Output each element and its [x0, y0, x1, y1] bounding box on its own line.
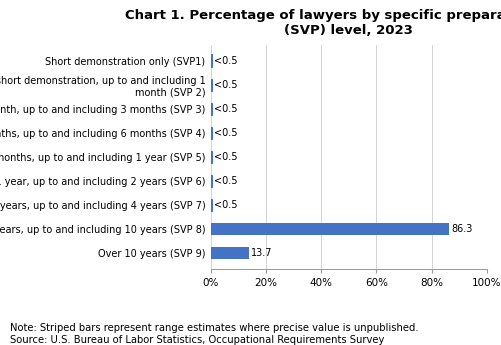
Title: Chart 1. Percentage of lawyers by specific preparation time
(SVP) level, 2023: Chart 1. Percentage of lawyers by specif… [124, 9, 501, 37]
Text: 86.3: 86.3 [450, 224, 472, 234]
Text: Note: Striped bars represent range estimates where precise value is unpublished.: Note: Striped bars represent range estim… [10, 323, 418, 345]
Bar [210, 151, 211, 163]
Bar [210, 247, 248, 259]
Text: <0.5: <0.5 [213, 80, 237, 90]
Text: <0.5: <0.5 [213, 104, 237, 114]
Bar [210, 223, 448, 235]
Bar [210, 103, 211, 115]
Bar [210, 79, 211, 91]
Bar [210, 199, 211, 211]
Text: <0.5: <0.5 [213, 56, 237, 66]
Text: <0.5: <0.5 [213, 152, 237, 162]
Text: <0.5: <0.5 [213, 200, 237, 210]
Text: <0.5: <0.5 [213, 128, 237, 138]
Bar [210, 175, 211, 187]
Text: 13.7: 13.7 [250, 248, 272, 258]
Text: <0.5: <0.5 [213, 176, 237, 186]
Bar [210, 127, 211, 139]
Bar [210, 55, 211, 67]
